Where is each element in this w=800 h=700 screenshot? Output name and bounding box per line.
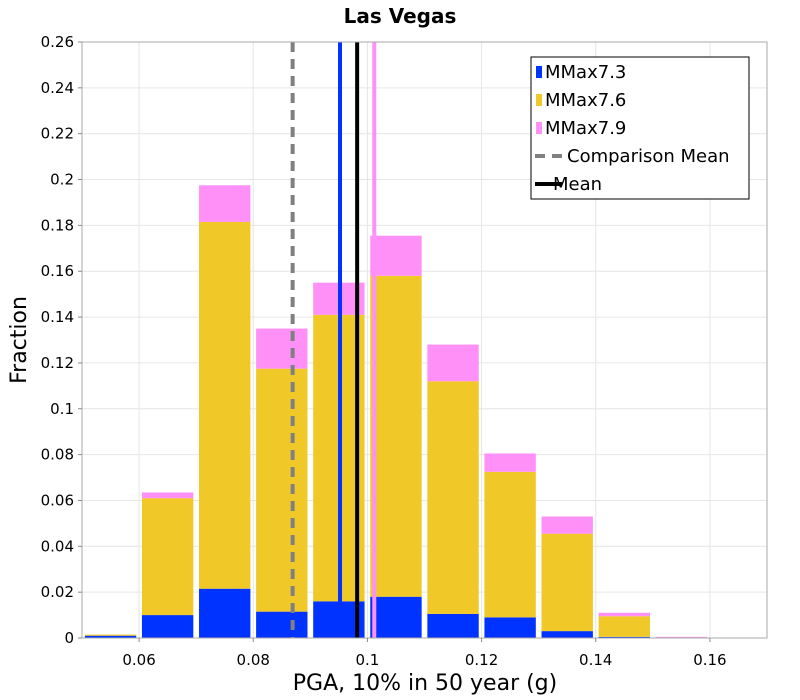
legend-label: MMax7.9 [545, 118, 626, 139]
x-tick-label: 0.12 [465, 651, 498, 669]
bar-mmax79-9 [598, 612, 650, 617]
bar-mmax79-5 [370, 235, 422, 276]
x-tick-label: 0.1 [355, 651, 379, 669]
y-tick-label: 0.02 [41, 583, 74, 601]
legend-swatch [536, 122, 542, 134]
legend-swatch [536, 94, 542, 106]
bar-mmax73-3 [256, 611, 308, 638]
y-tick-label: 0.1 [50, 400, 74, 418]
y-tick-label: 0.04 [41, 537, 74, 555]
bar-mmax76-8 [541, 533, 593, 632]
legend-label: Comparison Mean [567, 146, 730, 167]
y-tick-label: 0.18 [41, 216, 74, 234]
y-axis-ticks: 0 0.02 0.04 0.06 0.08 0.1 0.12 0.14 0.16 0.18 0.2 0… [41, 33, 82, 647]
y-tick-label: 0.12 [41, 354, 74, 372]
legend-label: MMax7.6 [545, 90, 626, 111]
y-tick-label: 0.2 [50, 171, 74, 189]
bar-mmax76-7 [484, 471, 536, 618]
bar-mmax73-8 [541, 631, 593, 638]
bar-mmax79-7 [484, 453, 536, 472]
bar-mmax76-5 [370, 275, 422, 597]
y-tick-label: 0 [64, 629, 74, 647]
x-axis-title: PGA, 10% in 50 year (g) [293, 671, 557, 696]
bars-group [84, 185, 708, 638]
bar-mmax73-7 [484, 617, 536, 638]
bar-mmax73-6 [427, 613, 479, 638]
y-tick-label: 0.06 [41, 491, 74, 509]
bar-mmax76-3 [256, 368, 308, 612]
bar-mmax79-8 [541, 516, 593, 534]
y-tick-label: 0.16 [41, 262, 74, 280]
y-tick-label: 0.08 [41, 446, 74, 464]
x-tick-label: 0.14 [579, 651, 612, 669]
bar-mmax73-2 [199, 588, 251, 638]
legend-box [530, 56, 750, 200]
x-tick-label: 0.16 [693, 651, 726, 669]
bar-mmax73-0 [84, 635, 137, 638]
chart-title: Las Vegas [344, 4, 457, 28]
bar-mmax76-0 [84, 634, 137, 636]
bar-mmax73-1 [141, 615, 194, 638]
x-tick-label: 0.08 [237, 651, 270, 669]
bar-mmax73-9 [598, 636, 650, 638]
bar-mmax79-1 [141, 492, 194, 499]
vertical-lines-group [290, 42, 377, 638]
bar-mmax76-1 [141, 498, 194, 616]
bar-mmax76-9 [598, 616, 650, 637]
legend-label: Mean [553, 174, 602, 195]
legend-swatch [536, 66, 542, 78]
y-tick-label: 0.22 [41, 125, 74, 143]
y-tick-label: 0.26 [41, 33, 74, 51]
legend: MMax7.3 MMax7.6 MMax7.9 Comparison Mean Mean [530, 56, 750, 200]
plot-area-border [81, 41, 768, 639]
y-axis-title: Fraction [7, 296, 32, 384]
x-axis-ticks: 0.06 0.08 0.1 0.12 0.14 0.16 [122, 638, 727, 669]
x-tick-label: 0.06 [122, 651, 155, 669]
bar-mmax79-3 [256, 328, 308, 369]
bar-mmax79-2 [199, 185, 251, 222]
bar-mmax76-2 [199, 221, 251, 589]
legend-label: MMax7.3 [545, 62, 626, 83]
bar-mmax79-6 [427, 344, 479, 382]
bar-mmax73-5 [370, 596, 422, 638]
bar-mmax76-6 [427, 381, 479, 614]
bar-mmax79-10 [655, 636, 708, 638]
y-tick-label: 0.24 [41, 79, 74, 97]
y-tick-label: 0.14 [41, 308, 74, 326]
